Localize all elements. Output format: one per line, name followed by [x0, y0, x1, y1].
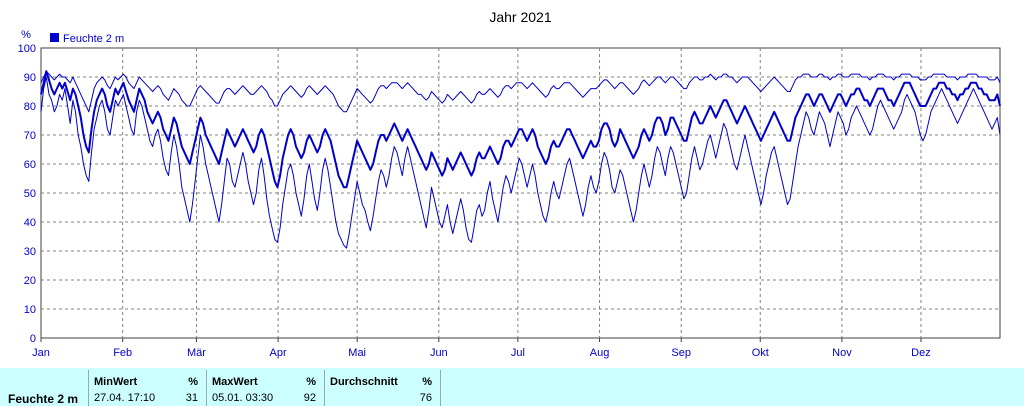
stats-avg-unit: %	[422, 376, 432, 388]
legend-label: Feuchte 2 m	[63, 33, 124, 45]
x-tick-label: Nov	[832, 347, 852, 359]
stats-divider	[324, 370, 325, 406]
stats-min-cell: MinWert % 27.04. 17:10 31	[88, 368, 206, 406]
chart-area: Jahr 2021 0 10 20 30 40 50 60 70 80 90 100 Jan Feb Mär…	[18, 9, 1001, 359]
stats-divider	[88, 370, 89, 406]
stats-series-label: Feuchte 2 m	[8, 392, 79, 406]
y-tick-label: 80	[24, 101, 36, 113]
stats-max-label: MaxWert	[212, 376, 258, 388]
x-tick-label: Aug	[590, 347, 610, 359]
series-line-mean	[40, 70, 1001, 189]
y-tick-label: 0	[30, 333, 36, 345]
stats-max-value: 92	[303, 392, 316, 404]
stats-max-unit: %	[306, 376, 316, 388]
stats-min-value: 31	[185, 392, 198, 404]
y-tick-label: 50	[24, 188, 36, 200]
x-tick-label: Dez	[911, 347, 931, 359]
chart-title: Jahr 2021	[489, 9, 551, 25]
stats-avg-cell: Durchschnitt % 76	[324, 368, 440, 406]
stats-min-label: MinWert	[94, 376, 138, 388]
series-line-max	[40, 70, 1001, 113]
legend-swatch	[50, 33, 59, 42]
stats-min-unit: %	[188, 376, 198, 388]
humidity-chart: Jahr 2021 0 10 20 30 40 50 60 70 80 90 100 Jan Feb Mär…	[18, 9, 1001, 359]
x-tick-label: Jan	[32, 347, 50, 359]
stats-min-time: 27.04. 17:10	[94, 392, 156, 404]
x-tick-label: Okt	[752, 347, 769, 359]
x-tick-label: Jul	[511, 347, 525, 359]
y-tick-label: 40	[24, 217, 36, 229]
y-tick-label: 90	[24, 72, 36, 84]
y-tick-label: 10	[24, 304, 36, 316]
stats-avg-value: 76	[419, 392, 432, 404]
y-tick-label: 100	[18, 43, 36, 55]
stats-max-cell: MaxWert % 05.01. 03:30 92	[206, 368, 324, 406]
y-tick-label: 70	[24, 130, 36, 142]
stats-panel: Feuchte 2 m MinWert % 27.04. 17:10 31 Ma…	[0, 368, 1024, 406]
stats-avg-label: Durchschnitt	[330, 376, 398, 388]
series-line-min	[40, 76, 1001, 249]
x-tick-label: Feb	[113, 347, 132, 359]
stats-series-cell: Feuchte 2 m	[0, 368, 88, 406]
x-tick-label: Apr	[270, 347, 287, 359]
x-tick-label: Mai	[348, 347, 366, 359]
stats-divider	[440, 370, 441, 406]
y-axis-label: %	[21, 29, 31, 41]
x-tick-label: Mär	[187, 347, 206, 359]
stats-max-time: 05.01. 03:30	[212, 392, 274, 404]
y-tick-label: 60	[24, 159, 36, 171]
y-tick-label: 30	[24, 246, 36, 258]
x-tick-label: Jun	[430, 347, 448, 359]
stats-divider	[206, 370, 207, 406]
y-tick-label: 20	[24, 275, 36, 287]
x-tick-label: Sep	[671, 347, 691, 359]
